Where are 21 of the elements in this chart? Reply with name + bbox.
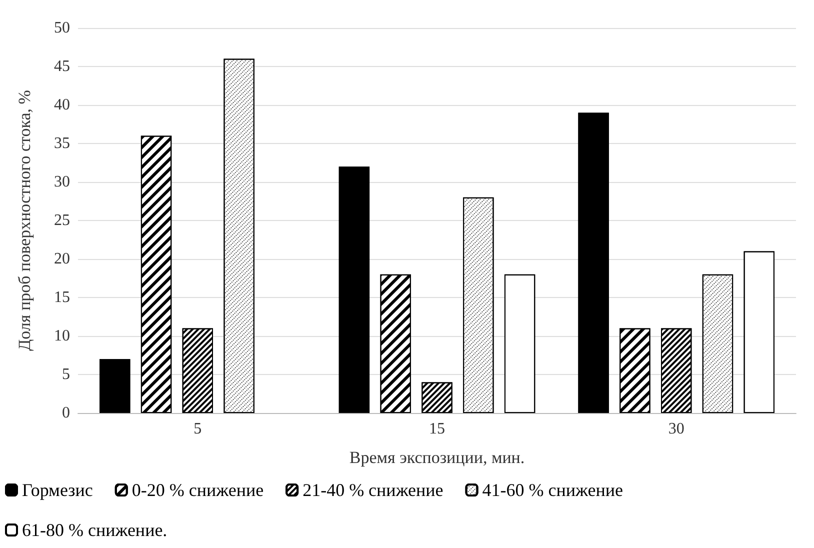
y-axis-title: Доля проб поверхностного стока, % — [15, 90, 34, 351]
legend-label: Гормезис — [22, 480, 93, 500]
y-tick-label: 25 — [54, 212, 70, 229]
y-tick-label: 35 — [54, 135, 70, 152]
y-tick-label: 5 — [62, 366, 70, 383]
legend-label: 21-40 % снижение — [302, 480, 444, 500]
x-axis-title: Время экспозиции, мин. — [349, 448, 525, 467]
y-tick-label: 30 — [54, 174, 70, 190]
x-tick-label: 15 — [429, 420, 445, 438]
x-tick-label: 5 — [194, 420, 202, 438]
y-tick-label: 50 — [54, 20, 70, 36]
legend-label: 41-60 % снижение — [482, 480, 623, 500]
x-tick-label: 30 — [668, 420, 684, 438]
y-tick-label: 0 — [62, 404, 70, 422]
legend-label: 0-20 % снижение — [132, 480, 264, 500]
y-tick-label: 45 — [54, 58, 70, 75]
y-tick-label: 40 — [54, 96, 70, 114]
y-tick-label: 15 — [54, 289, 70, 306]
y-tick-label: 10 — [54, 328, 70, 344]
legend-label: 61-80 % снижение. — [22, 520, 168, 540]
y-tick-label: 20 — [54, 250, 70, 268]
